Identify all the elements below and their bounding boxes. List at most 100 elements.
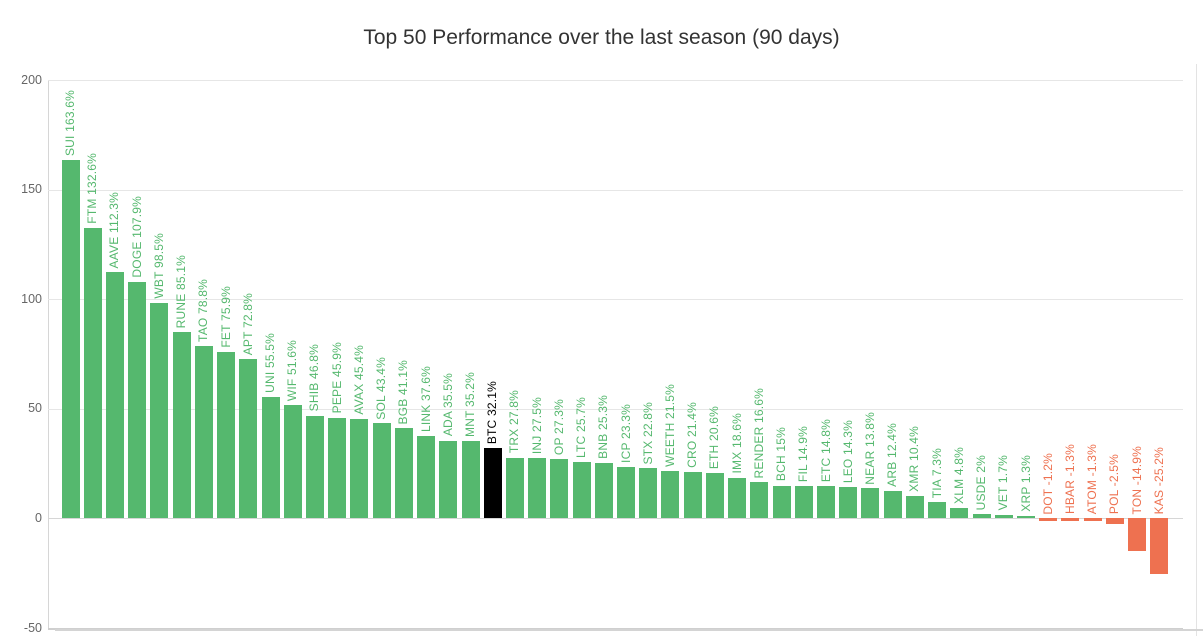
bar-label-etc: ETC 14.8% bbox=[818, 418, 833, 482]
bar-label-eth: ETH 20.6% bbox=[707, 406, 722, 470]
bar-bnb[interactable] bbox=[594, 462, 613, 519]
bar-kas[interactable] bbox=[1150, 518, 1169, 574]
bar-op[interactable] bbox=[550, 458, 569, 519]
gridline-0 bbox=[48, 518, 1183, 520]
bar-bgb[interactable] bbox=[394, 428, 413, 519]
bar-fil[interactable] bbox=[794, 485, 813, 519]
bar-wif[interactable] bbox=[283, 405, 302, 519]
bar-hbar[interactable] bbox=[1061, 518, 1080, 522]
bar-etc[interactable] bbox=[817, 486, 835, 519]
bar-label-ftm: FTM 132.6% bbox=[85, 153, 100, 224]
bar-tia[interactable] bbox=[928, 502, 947, 519]
bar-inj[interactable] bbox=[528, 458, 547, 519]
bar-near[interactable] bbox=[861, 488, 880, 519]
chart-bottom-rule bbox=[55, 629, 1203, 631]
bar-label-stx: STX 22.8% bbox=[640, 401, 655, 465]
bar-sol[interactable] bbox=[372, 423, 391, 519]
bar-label-imx: IMX 18.6% bbox=[729, 413, 744, 474]
bar-uni[interactable] bbox=[261, 396, 280, 519]
bar-label-wif: WIF 51.6% bbox=[285, 340, 300, 402]
y-tick-label: 100 bbox=[21, 291, 42, 306]
bar-label-aave: AAVE 112.3% bbox=[107, 191, 122, 269]
bar-label-pepe: PEPE 45.9% bbox=[329, 342, 344, 414]
bar-eth[interactable] bbox=[705, 473, 724, 519]
bar-label-uni: UNI 55.5% bbox=[263, 332, 277, 393]
bar-xmr[interactable] bbox=[905, 495, 924, 519]
bar-fet[interactable] bbox=[217, 352, 235, 519]
bar-label-icp: ICP 23.3% bbox=[618, 404, 633, 464]
bar-render[interactable] bbox=[750, 482, 769, 519]
bar-label-atom: ATOM -1.3% bbox=[1085, 444, 1100, 515]
y-tick-label: 0 bbox=[35, 510, 42, 525]
bar-vet[interactable] bbox=[994, 514, 1013, 519]
bar-usde[interactable] bbox=[972, 514, 991, 519]
bar-shib[interactable] bbox=[305, 415, 324, 519]
bar-arb[interactable] bbox=[883, 491, 902, 519]
bar-bch[interactable] bbox=[772, 485, 791, 519]
bar-sui[interactable] bbox=[61, 159, 80, 519]
bar-label-xrp: XRP 1.3% bbox=[1018, 454, 1033, 512]
bar-label-avax: AVAX 45.4% bbox=[351, 345, 366, 415]
bar-label-wbt: WBT 98.5% bbox=[151, 232, 166, 299]
bar-icp[interactable] bbox=[617, 467, 635, 519]
bar-label-kas: KAS -25.2% bbox=[1151, 447, 1166, 515]
bar-label-ton: TON -14.9% bbox=[1129, 445, 1144, 515]
chart-title: Top 50 Performance over the last season … bbox=[363, 26, 840, 49]
gridline-150 bbox=[48, 189, 1183, 191]
bar-label-rune: RUNE 85.1% bbox=[174, 254, 189, 328]
bar-aave[interactable] bbox=[105, 272, 124, 519]
bar-label-usde: USDE 2% bbox=[974, 454, 988, 510]
bar-rune[interactable] bbox=[172, 331, 191, 519]
bar-label-bnb: BNB 25.3% bbox=[596, 395, 611, 459]
bar-wbt[interactable] bbox=[150, 302, 169, 519]
y-tick-label: 150 bbox=[21, 182, 42, 197]
bar-label-hbar: HBAR -1.3% bbox=[1062, 444, 1077, 515]
bar-label-btc: BTC 32.1% bbox=[485, 380, 500, 444]
bar-imx[interactable] bbox=[728, 477, 747, 519]
bar-label-arb: ARB 12.4% bbox=[885, 423, 900, 488]
bar-pepe[interactable] bbox=[328, 417, 347, 519]
bar-label-weeth: WEETH 21.5% bbox=[662, 384, 677, 468]
bar-label-trx: TRX 27.8% bbox=[507, 390, 522, 454]
bar-doge[interactable] bbox=[128, 281, 147, 519]
y-axis-line bbox=[48, 80, 49, 630]
bar-ltc[interactable] bbox=[572, 462, 591, 519]
chart-right-border bbox=[1196, 64, 1197, 636]
bar-leo[interactable] bbox=[839, 487, 858, 519]
bar-label-leo: LEO 14.3% bbox=[840, 419, 855, 484]
bar-xrp[interactable] bbox=[1017, 515, 1035, 519]
bar-mnt[interactable] bbox=[461, 441, 480, 519]
bar-label-pol: POL -2.5% bbox=[1107, 454, 1122, 515]
bar-stx[interactable] bbox=[639, 468, 658, 519]
bar-btc[interactable] bbox=[483, 448, 502, 519]
bar-label-near: NEAR 13.8% bbox=[862, 411, 877, 485]
bar-label-apt: APT 72.8% bbox=[240, 292, 255, 355]
bar-ton[interactable] bbox=[1128, 518, 1147, 552]
bar-avax[interactable] bbox=[350, 418, 369, 519]
bar-cro[interactable] bbox=[683, 471, 702, 519]
bar-label-bgb: BGB 41.1% bbox=[396, 359, 411, 425]
bar-ftm[interactable] bbox=[83, 227, 102, 519]
gridline-100 bbox=[48, 299, 1183, 301]
bar-label-xmr: XMR 10.4% bbox=[907, 425, 922, 492]
bar-link[interactable] bbox=[417, 436, 435, 519]
bar-apt[interactable] bbox=[239, 358, 258, 519]
bar-pol[interactable] bbox=[1105, 518, 1124, 524]
bar-label-bch: BCH 15% bbox=[774, 427, 788, 482]
bar-dot[interactable] bbox=[1039, 518, 1058, 521]
bar-label-inj: INJ 27.5% bbox=[529, 396, 544, 455]
bar-label-link: LINK 37.6% bbox=[418, 365, 433, 432]
bar-weeth[interactable] bbox=[661, 471, 680, 519]
bar-xlm[interactable] bbox=[950, 507, 969, 519]
y-tick-label: 200 bbox=[21, 72, 42, 87]
bar-trx[interactable] bbox=[505, 457, 524, 519]
gridline-50 bbox=[48, 408, 1183, 410]
bar-label-dot: DOT -1.2% bbox=[1040, 452, 1055, 515]
bar-tao[interactable] bbox=[194, 345, 213, 519]
bar-ada[interactable] bbox=[439, 440, 458, 519]
bar-label-sol: SOL 43.4% bbox=[374, 356, 389, 420]
bar-atom[interactable] bbox=[1083, 518, 1102, 522]
bar-label-ltc: LTC 25.7% bbox=[574, 397, 589, 459]
bar-label-xlm: XLM 4.8% bbox=[951, 446, 966, 504]
